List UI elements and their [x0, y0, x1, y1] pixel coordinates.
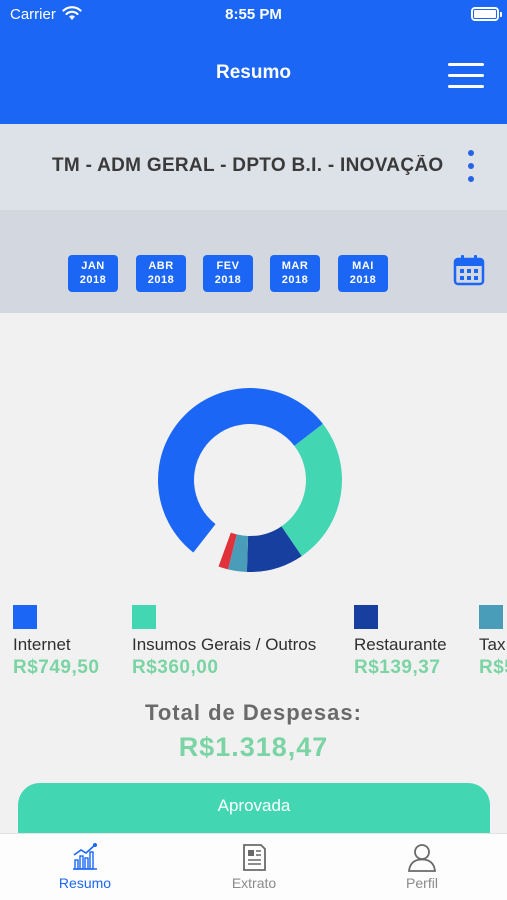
legend-item-internet: Internet R$749,50 — [13, 605, 99, 679]
legend-item-insumos: Insumos Gerais / Outros R$360,00 — [132, 605, 316, 679]
legend-swatch — [132, 605, 156, 629]
total-label: Total de Despesas: — [145, 700, 362, 725]
tab-bar: Resumo Extrato Perfil — [0, 833, 507, 900]
carrier-label: Carrier — [10, 6, 56, 23]
menu-icon[interactable] — [448, 63, 484, 89]
month-button[interactable]: ABR 2018 — [136, 255, 186, 292]
legend-value: R$139,37 — [354, 657, 441, 678]
legend-swatch — [354, 605, 378, 629]
legend-name: Internet — [13, 635, 71, 654]
donut-slice-insumos-gerais-outros — [281, 423, 342, 557]
year-label: 2018 — [147, 274, 175, 286]
month-label: MAR — [281, 260, 309, 272]
chart-icon — [73, 843, 97, 870]
legend-name: Tax — [479, 635, 506, 654]
account-name: TM - ADM GERAL - DPTO B.I. - INOVAÇÃO — [52, 155, 444, 176]
status-bar: Carrier 8:55 PM — [0, 0, 507, 30]
tab-label: Perfil — [406, 875, 438, 891]
legend-value: R$360,00 — [132, 657, 219, 678]
donut-slice-other — [218, 532, 237, 570]
month-filter-bar: JAN 2018 ABR 2018 FEV 2018 MAR 2018 MAI … — [0, 210, 507, 313]
year-label: 2018 — [79, 274, 107, 286]
year-label: 2018 — [349, 274, 377, 286]
donut-slice-tax — [228, 534, 249, 572]
legend-name: Restaurante — [354, 635, 447, 654]
month-label: FEV — [216, 260, 240, 272]
nav-bar: Resumo — [0, 30, 507, 124]
expense-donut-chart — [158, 388, 342, 572]
document-icon — [243, 844, 266, 871]
approved-status-button[interactable]: Aprovada — [18, 783, 490, 835]
month-label: MAI — [352, 260, 374, 272]
legend-name: Insumos Gerais / Outros — [132, 635, 317, 654]
page-title: Resumo — [216, 62, 291, 83]
donut-slice-internet — [158, 388, 323, 553]
legend-item-restaurante: Restaurante R$139,37 — [354, 605, 447, 679]
tab-resumo[interactable]: Resumo — [25, 842, 145, 891]
month-button[interactable]: JAN 2018 — [68, 255, 118, 292]
year-label: 2018 — [214, 274, 242, 286]
month-label: JAN — [81, 260, 105, 272]
legend-item-tax: Tax R$5 — [479, 605, 507, 679]
person-icon — [407, 844, 437, 872]
legend-value: R$5 — [479, 657, 507, 678]
tab-label: Resumo — [58, 875, 112, 891]
wifi-icon — [62, 6, 82, 20]
month-button[interactable]: MAI 2018 — [338, 255, 388, 292]
legend-swatch — [13, 605, 37, 629]
donut-slice-restaurante — [246, 526, 302, 572]
legend-swatch — [479, 605, 503, 629]
account-selector[interactable]: TM - ADM GERAL - DPTO B.I. - INOVAÇÃO — [0, 124, 507, 210]
more-options-icon[interactable] — [465, 150, 477, 184]
clock: 8:55 PM — [225, 6, 282, 23]
battery-icon — [471, 7, 502, 21]
calendar-icon[interactable] — [453, 254, 485, 286]
month-button[interactable]: MAR 2018 — [270, 255, 320, 292]
legend-value: R$749,50 — [13, 657, 100, 678]
month-label: ABR — [148, 260, 174, 272]
year-label: 2018 — [281, 274, 309, 286]
total-value: R$1.318,47 — [178, 732, 329, 762]
month-button[interactable]: FEV 2018 — [203, 255, 253, 292]
tab-label: Extrato — [231, 875, 277, 891]
tab-perfil[interactable]: Perfil — [362, 842, 482, 891]
tab-extrato[interactable]: Extrato — [194, 842, 314, 891]
